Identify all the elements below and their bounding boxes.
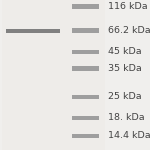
Bar <box>6 29 60 33</box>
Text: 116 kDa: 116 kDa <box>108 2 148 11</box>
Text: 14.4 kDa: 14.4 kDa <box>108 131 150 140</box>
Bar <box>72 94 99 99</box>
Bar <box>2 0 105 150</box>
Bar <box>72 134 99 138</box>
Text: 66.2 kDa: 66.2 kDa <box>108 26 150 35</box>
Bar <box>72 116 99 120</box>
Bar <box>72 4 99 9</box>
Bar <box>72 28 99 33</box>
Text: 18. kDa: 18. kDa <box>108 113 145 122</box>
Text: 35 kDa: 35 kDa <box>108 64 142 73</box>
Text: 25 kDa: 25 kDa <box>108 92 142 101</box>
Bar <box>72 50 99 54</box>
Text: 45 kDa: 45 kDa <box>108 47 142 56</box>
Bar <box>72 66 99 70</box>
